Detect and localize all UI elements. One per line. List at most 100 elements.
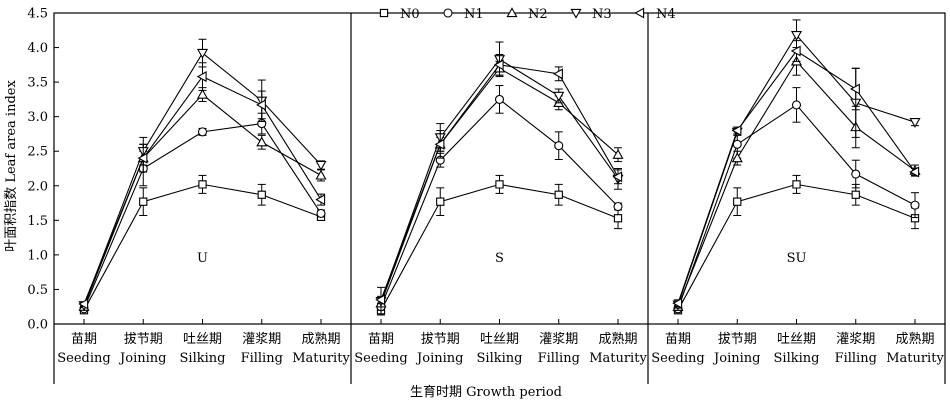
data-point (434, 138, 445, 150)
legend-item-N0: N0 (372, 7, 420, 22)
data-point (613, 214, 623, 223)
data-point (554, 190, 563, 199)
y-tick-label: 4.5 (27, 7, 48, 22)
panel-SU: SU (672, 19, 921, 315)
x-tick-label-cn: 成熟期 (895, 331, 934, 347)
data-point (436, 197, 445, 206)
data-point (910, 214, 920, 223)
x-tick-label-cn: 苗期 (665, 332, 691, 347)
data-point (790, 45, 801, 57)
data-point (315, 194, 326, 206)
data-point (495, 180, 504, 189)
data-point (256, 136, 268, 147)
x-tick-label-cn: 灌浆期 (539, 332, 578, 347)
y-tick-label: 2.0 (27, 179, 48, 194)
data-point (850, 83, 860, 95)
x-tick-label-en: Joining (415, 351, 463, 366)
panel-S: S (375, 41, 624, 316)
legend-label: N3 (592, 7, 612, 22)
x-tick-label-en: Maturity (589, 351, 647, 366)
x-tick-label-en: Filling (538, 351, 580, 366)
data-point (612, 171, 623, 183)
data-point (137, 152, 148, 164)
y-tick-label: 3.0 (27, 110, 48, 125)
data-point (257, 190, 266, 199)
series-N3 (78, 38, 327, 312)
data-point (196, 71, 207, 83)
x-tick-label-cn: 苗期 (368, 332, 394, 347)
chart-panels: U S SU (78, 19, 921, 316)
x-tick-label-en: Seeding (354, 351, 407, 366)
x-tick-label-en: Maturity (886, 351, 944, 366)
panel-label: S (495, 251, 504, 266)
data-point (197, 127, 208, 137)
y-tick-label: 4.0 (27, 41, 48, 56)
data-point (315, 169, 327, 180)
legend-item-N3: N3 (564, 7, 612, 22)
panel-label: U (197, 251, 208, 266)
x-tick-label-cn: 吐丝期 (777, 332, 816, 347)
y-tick-label: 1.5 (27, 214, 48, 229)
data-point (493, 59, 504, 71)
x-tick-label-en: Silking (774, 351, 820, 366)
data-point (613, 201, 623, 212)
data-point (375, 294, 386, 306)
series-N2 (78, 87, 327, 311)
x-tick-label-en: Joining (118, 351, 166, 366)
y-tick-label: 3.5 (27, 76, 48, 91)
series-N4 (375, 53, 623, 306)
data-point (78, 298, 89, 310)
data-point (792, 180, 801, 189)
data-point (790, 30, 803, 41)
x-tick-label-cn: 拔节期 (421, 332, 460, 347)
data-point (196, 48, 209, 59)
x-tick-label-en: Filling (835, 351, 877, 366)
x-tick-label-cn: 吐丝期 (480, 332, 519, 347)
legend-label: N4 (656, 7, 676, 22)
x-tick-label-en: Seeding (57, 351, 110, 366)
data-point (256, 99, 266, 111)
legend-label: N2 (528, 7, 548, 22)
x-tick-label-en: Seeding (651, 351, 704, 366)
y-tick-label: 1.0 (27, 248, 48, 263)
data-point (791, 100, 802, 110)
data-point (553, 68, 563, 80)
series-N1 (79, 112, 326, 314)
legend-item-N4: N4 (628, 7, 676, 22)
data-point (139, 197, 148, 206)
data-point (851, 169, 861, 179)
legend-marker (506, 7, 518, 18)
series-N4 (672, 40, 920, 309)
y-tick-label: 2.5 (27, 145, 48, 160)
series-N0 (376, 174, 623, 315)
data-point (612, 148, 624, 159)
x-tick-label-cn: 灌浆期 (836, 332, 875, 347)
y-tick-label: 0.0 (27, 318, 48, 333)
panel-label: SU (787, 251, 807, 266)
data-point (198, 180, 207, 189)
legend-item-N2: N2 (500, 7, 548, 22)
data-point (731, 152, 743, 163)
legend-marker (570, 8, 582, 19)
x-tick-label-cn: 成熟期 (598, 331, 637, 347)
series-N0 (673, 174, 920, 315)
y-axis-title: 叶面积指数 Leaf area index (4, 80, 19, 252)
x-tick-label-cn: 吐丝期 (183, 332, 222, 347)
series-N1 (673, 87, 920, 314)
data-point (554, 141, 564, 151)
data-point (909, 118, 921, 128)
series-line (677, 183, 916, 311)
legend-label: N0 (400, 7, 420, 22)
x-tick-label-en: Maturity (292, 351, 350, 366)
x-tick-label-en: Joining (712, 351, 760, 366)
data-point (315, 160, 327, 171)
data-point (494, 94, 505, 104)
data-point (196, 88, 209, 99)
x-tick-label-en: Filling (241, 351, 283, 366)
x-axis-title: 生育时期 Growth period (410, 384, 562, 400)
data-point (731, 124, 742, 137)
axes: 0.0 0.5 1.0 1.5 2.0 2.5 3.0 3.5 4.0 4.5 苗期 Seeding 拔… (27, 7, 946, 384)
x-tick-label-en: Silking (477, 351, 523, 366)
y-tick-label: 0.5 (27, 283, 48, 298)
